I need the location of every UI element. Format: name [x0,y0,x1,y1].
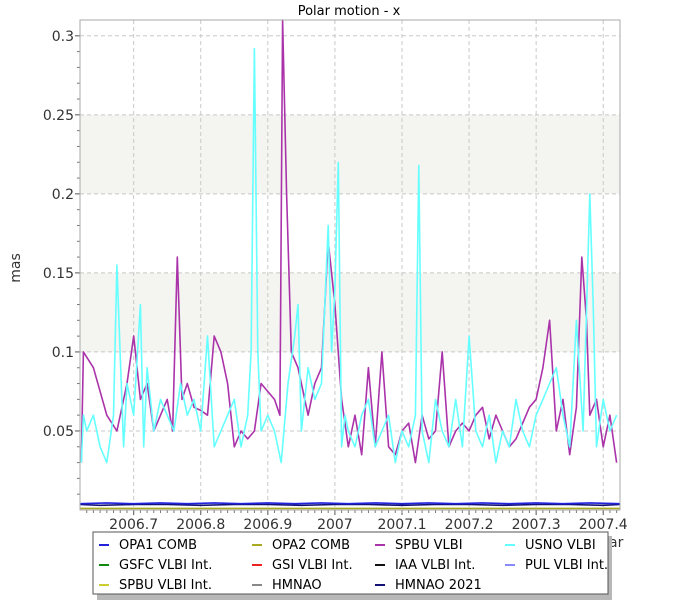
legend-label-gsfc-vlbi-int-: GSFC VLBI Int. [119,558,212,573]
legend-label-hmnao: HMNAO [272,578,322,593]
x-tick-label: 2007.1 [377,517,426,533]
series-line-usno-vlbi [80,47,618,464]
x-tick-label: 2007 [317,517,353,533]
plot-area [80,20,620,510]
y-tick-label: 0.2 [52,187,74,203]
legend-label-spbu-vlbi-int-: SPBU VLBI Int. [119,578,212,593]
plot-frame [79,19,621,511]
legend-box [92,531,609,595]
shaded-band-1 [80,114,620,194]
legend-label-pul-vlbi-int-: PUL VLBI Int. [525,558,608,573]
x-axis-label-fragment: ar [609,535,624,551]
legend-label-spbu-vlbi: SPBU VLBI [395,538,463,553]
legend-label-iaa-vlbi-int-: IAA VLBI Int. [395,558,475,573]
x-tick-label: 2007.4 [579,517,628,533]
x-tick-label: 2006.9 [243,517,292,533]
tick-labels: 0.05 0.1 0.15 0.2 0.25 0.3 2006.7 2006.8 2006.9 2… [43,29,628,533]
legend-label-opa2-comb: OPA2 COMB [272,538,350,553]
shaded-band-0 [80,272,620,352]
legend-label-gsi-vlbi-int-: GSI VLBI Int. [272,558,353,573]
series-line-spbu-vlbi [80,19,618,464]
series-line-opa1-comb [79,502,621,505]
y-axis-label: mas [8,253,24,283]
axes [75,19,621,515]
y-tick-label: 0.15 [43,266,74,282]
y-tick-label: 0.25 [43,108,74,124]
series-lines [79,19,621,510]
series-line-hmnao-2021 [79,503,621,507]
y-tick-label: 0.1 [52,345,74,361]
plot-area-background [80,20,620,510]
x-tick-label: 2006.7 [109,517,158,533]
y-tick-label: 0.3 [52,29,74,45]
legend: OPA1 COMB OPA2 COMB SPBU VLBI USNO VLBI GSFC… [92,531,612,600]
x-tick-label: 2007.2 [445,517,494,533]
x-tick-label: 2007.3 [512,517,561,533]
x-tick-label: 2006.8 [176,517,225,533]
legend-label-hmnao-2021: HMNAO 2021 [395,578,482,593]
legend-items: OPA1 COMB OPA2 COMB SPBU VLBI USNO VLBI GSFC… [99,538,608,593]
y-tick-label: 0.05 [43,424,74,440]
chart-title: Polar motion - x [298,4,401,19]
legend-label-opa1-comb: OPA1 COMB [119,538,197,553]
legend-label-usno-vlbi: USNO VLBI [525,538,596,553]
